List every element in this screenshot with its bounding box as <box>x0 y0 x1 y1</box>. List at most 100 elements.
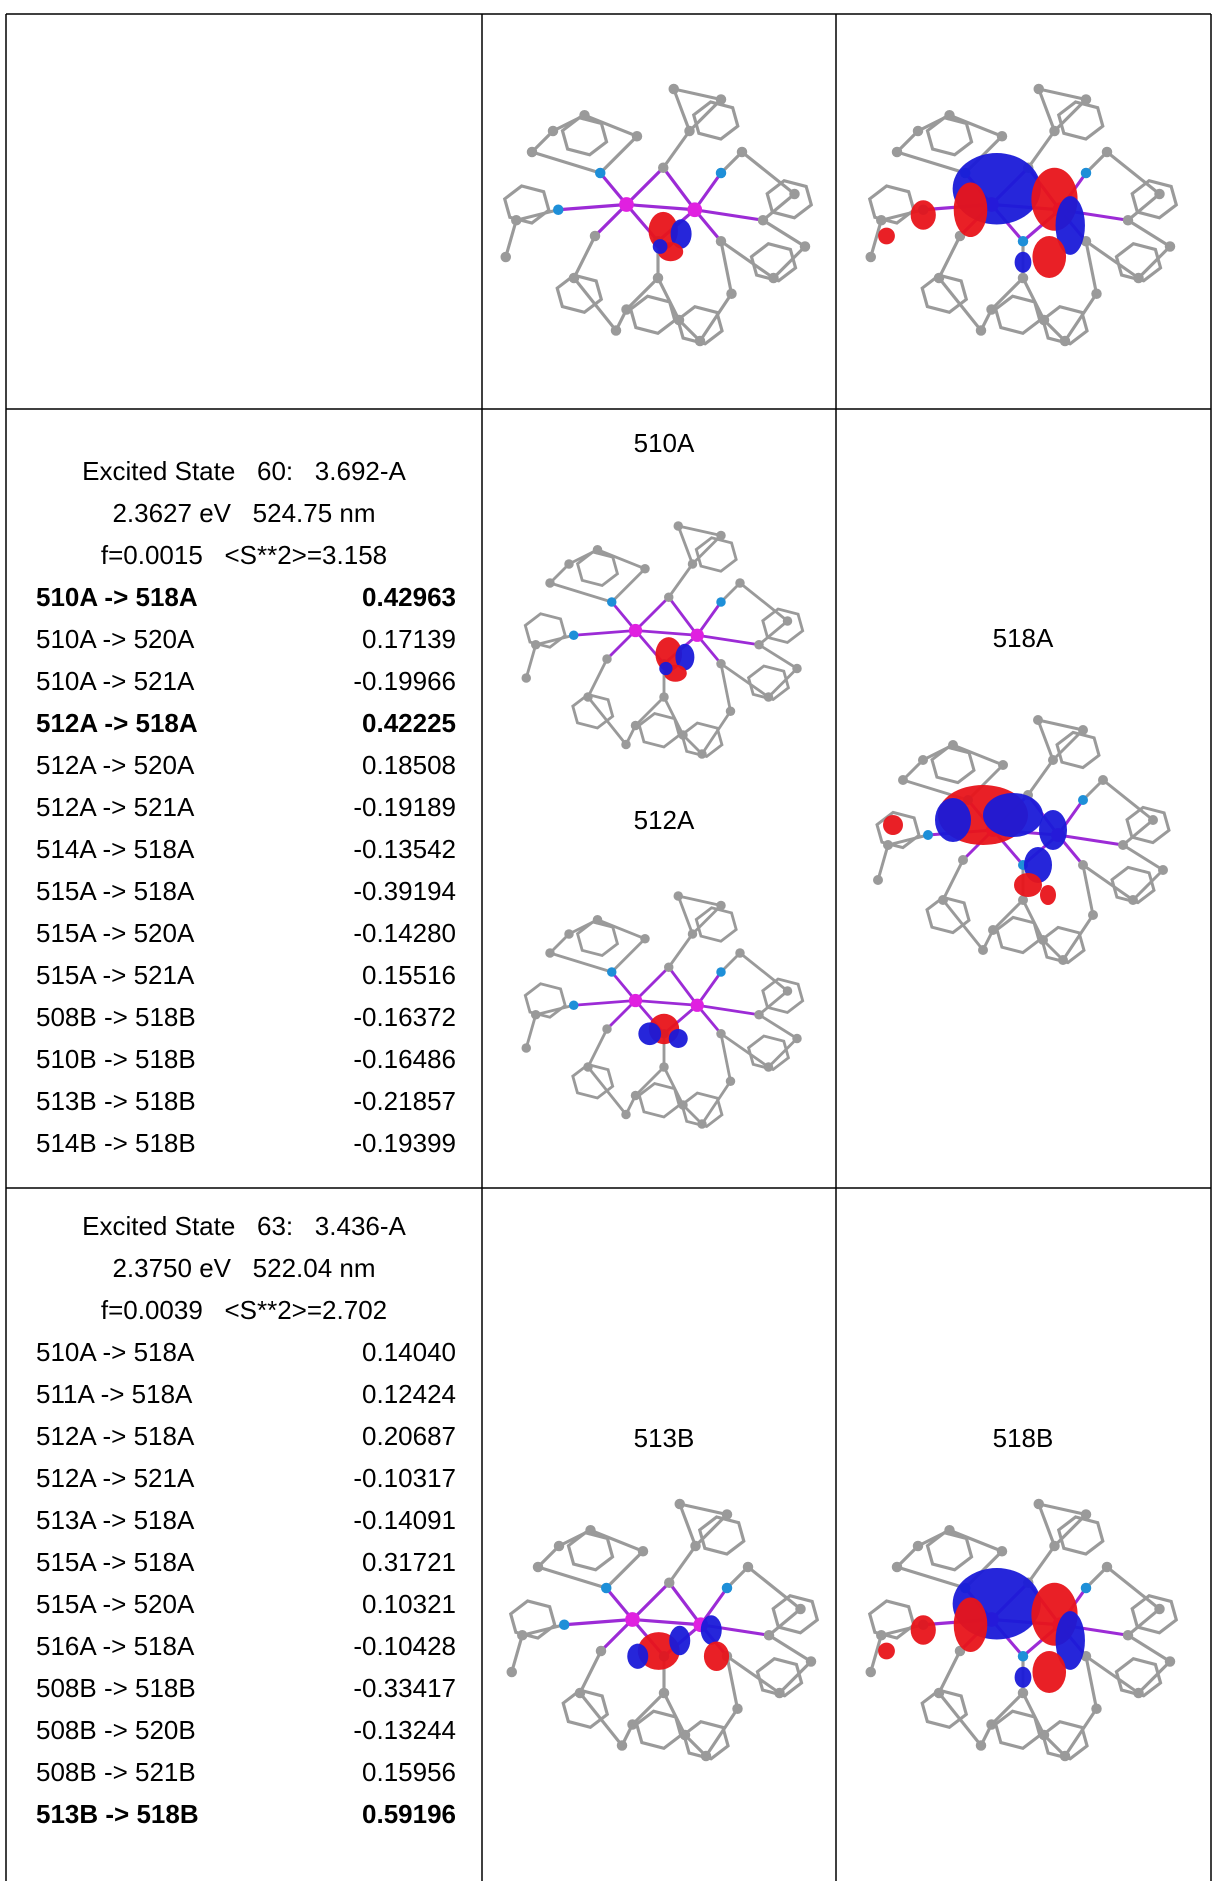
atom <box>658 1687 670 1699</box>
bond <box>1026 759 1055 796</box>
orbital-lobe <box>1014 251 1032 273</box>
ring <box>771 1594 820 1635</box>
bond <box>558 1528 592 1548</box>
bond <box>1106 1565 1161 1611</box>
transition: 513B -> 518B <box>36 1086 196 1116</box>
bond <box>1106 150 1161 196</box>
bond <box>694 1513 729 1548</box>
orbital-lobe <box>1014 1666 1032 1688</box>
bond <box>634 1065 666 1097</box>
bond <box>1037 718 1084 732</box>
atom <box>1133 1687 1144 1699</box>
atom <box>506 1666 517 1678</box>
bond <box>1122 818 1154 847</box>
bond <box>991 898 1025 932</box>
atom <box>1017 1687 1029 1699</box>
bond <box>1085 1654 1140 1695</box>
bond <box>937 1692 983 1747</box>
atom <box>517 1630 528 1641</box>
bond <box>1084 240 1099 295</box>
atom <box>511 215 522 226</box>
bond <box>573 999 636 1007</box>
bond <box>667 933 694 969</box>
atom <box>621 304 632 315</box>
atom <box>1038 935 1048 945</box>
atom <box>774 1687 785 1699</box>
molecule <box>865 83 1179 347</box>
atom <box>933 272 945 284</box>
atom <box>531 1010 541 1020</box>
atom <box>754 640 764 650</box>
atom <box>619 197 634 212</box>
state-header: 2.3750 eV 522.04 nm <box>112 1253 375 1283</box>
bond <box>1021 899 1045 941</box>
bond <box>677 894 722 907</box>
atom <box>569 630 579 640</box>
coefficient: 0.59196 <box>362 1799 456 1829</box>
bond <box>937 235 962 279</box>
atom <box>1018 895 1028 905</box>
orbital-lobe <box>1040 885 1056 905</box>
orbital-lobe <box>670 219 692 249</box>
atom <box>678 1100 688 1110</box>
coefficient: -0.13244 <box>353 1715 456 1745</box>
ring <box>1056 100 1105 141</box>
atom <box>521 1043 531 1053</box>
bond <box>676 525 694 565</box>
atom <box>789 188 800 200</box>
atom <box>958 855 968 865</box>
atom <box>792 663 802 674</box>
orbital-lobe <box>1032 236 1067 278</box>
bond <box>739 951 789 993</box>
bond <box>876 844 890 881</box>
bond <box>1127 218 1171 248</box>
ring <box>761 607 805 645</box>
coefficient: 0.10321 <box>362 1589 456 1619</box>
bond <box>1082 863 1134 902</box>
ring <box>875 810 921 850</box>
bond <box>572 277 618 332</box>
atom <box>865 251 876 263</box>
bond <box>661 166 697 211</box>
coefficient: -0.19966 <box>353 666 456 696</box>
bond <box>605 1550 645 1590</box>
ring <box>502 184 551 225</box>
orbital-lobe <box>1039 810 1067 850</box>
bond <box>672 88 691 132</box>
ring <box>571 1062 615 1100</box>
atom <box>602 654 612 664</box>
atom <box>592 545 603 555</box>
atom <box>726 288 737 299</box>
atom <box>1033 83 1044 95</box>
atom <box>564 559 574 569</box>
bond <box>1102 778 1154 822</box>
bond <box>524 1014 538 1049</box>
transition: 510A -> 518A <box>36 1337 195 1367</box>
orbital-lobe <box>883 815 903 835</box>
bond <box>667 966 699 1007</box>
atom <box>795 1603 806 1615</box>
atom <box>1091 288 1102 299</box>
bond <box>1037 88 1056 132</box>
atom <box>1122 1630 1134 1641</box>
bond <box>634 596 670 632</box>
coefficient: -0.33417 <box>353 1673 456 1703</box>
atom <box>948 740 958 750</box>
atom <box>640 564 650 574</box>
bond <box>1085 239 1140 280</box>
bond <box>586 696 628 746</box>
atom <box>694 335 706 347</box>
atom <box>716 967 726 977</box>
transition: 515A -> 520A <box>36 1589 195 1619</box>
atom <box>876 215 887 226</box>
bond <box>937 277 983 332</box>
bond <box>1063 1707 1098 1757</box>
bond <box>700 710 732 755</box>
atom <box>865 1666 876 1678</box>
ring <box>571 692 615 730</box>
ring <box>523 982 567 1019</box>
bond <box>596 548 646 571</box>
atom <box>944 110 955 121</box>
atom <box>664 962 674 972</box>
bond <box>1026 130 1056 169</box>
